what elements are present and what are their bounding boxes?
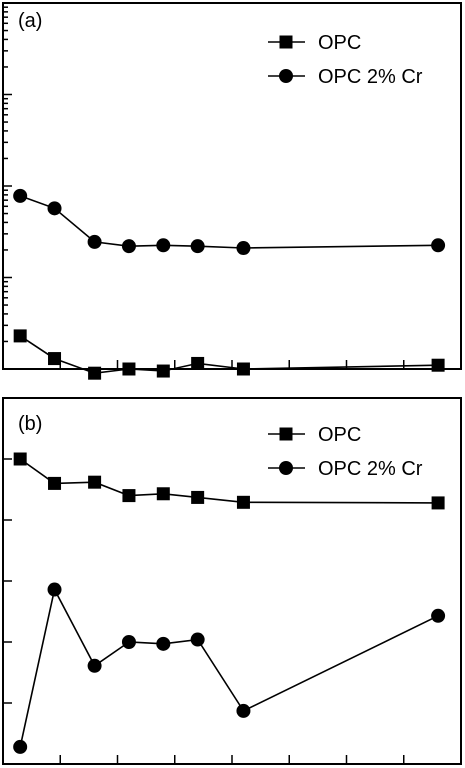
data-point-opc-cr-b (13, 739, 28, 754)
data-point-opc-cr-a (236, 241, 251, 256)
data-point-opc-cr-a (87, 234, 102, 249)
series-line-opc-cr-b (19, 587, 439, 748)
series-markers-b (13, 452, 446, 754)
data-point-opc-cr-b (431, 608, 446, 623)
series-markers-a (13, 188, 446, 380)
series-line-opc-a (19, 335, 439, 375)
legend-marker-opc-a (279, 35, 293, 49)
data-point-opc-b (156, 487, 170, 501)
data-point-opc-cr-a (190, 239, 205, 254)
data-point-opc-a (431, 358, 445, 372)
legend-a: OPC OPC 2% Cr (268, 32, 423, 88)
data-point-opc-b (191, 490, 205, 504)
data-point-opc-cr-a (13, 188, 28, 203)
chart-panel-b: (b) OPC OPC 2% Cr (2, 397, 462, 765)
legend-label-cr-b: OPC 2% Cr (318, 458, 423, 480)
plot-frame-a (2, 2, 462, 370)
data-point-opc-cr-a (156, 238, 171, 253)
chart-panel-a: (a) OPC OPC 2% Cr (2, 2, 462, 380)
data-point-opc-cr-a (431, 238, 446, 253)
series-line-opc-cr-a (19, 195, 439, 249)
data-point-opc-cr-a (121, 239, 136, 254)
plot-frame-b (2, 397, 462, 765)
series-line-opc-b (19, 458, 439, 504)
data-point-opc-b (88, 475, 102, 489)
data-point-opc-a (191, 356, 205, 370)
data-point-opc-cr-b (236, 703, 251, 718)
data-point-opc-a (48, 352, 62, 366)
legend-marker-opc-b (279, 427, 293, 441)
data-point-opc-cr-b (190, 632, 205, 647)
panel-label-a: (a) (18, 10, 42, 32)
data-point-opc-cr-b (156, 636, 171, 651)
legend-marker-cr-b (279, 461, 293, 475)
data-point-opc-cr-b (121, 635, 136, 649)
legend-b: OPC OPC 2% Cr (268, 424, 423, 480)
data-point-opc-cr-b (87, 658, 102, 673)
legend-label-cr-a: OPC 2% Cr (318, 66, 423, 88)
series-lines-a (19, 195, 439, 375)
data-point-opc-a (13, 329, 27, 343)
data-point-opc-a (236, 362, 250, 376)
data-point-opc-b (13, 452, 27, 466)
data-point-opc-b (122, 489, 136, 503)
panel-label-b: (b) (18, 413, 42, 435)
data-point-opc-cr-b (47, 582, 62, 597)
data-point-opc-a (88, 366, 102, 380)
data-point-opc-b (236, 495, 250, 509)
data-point-opc-a (122, 362, 136, 376)
data-point-opc-cr-a (47, 201, 62, 216)
legend-label-opc-a: OPC (318, 32, 361, 54)
axis-ticks-b (3, 458, 405, 764)
data-point-opc-b (431, 496, 445, 510)
axis-ticks-a (3, 6, 405, 369)
data-point-opc-b (48, 476, 62, 490)
data-point-opc-a (156, 364, 170, 378)
series-lines-b (19, 458, 439, 748)
legend-label-opc-b: OPC (318, 424, 361, 446)
legend-marker-cr-a (279, 69, 293, 83)
